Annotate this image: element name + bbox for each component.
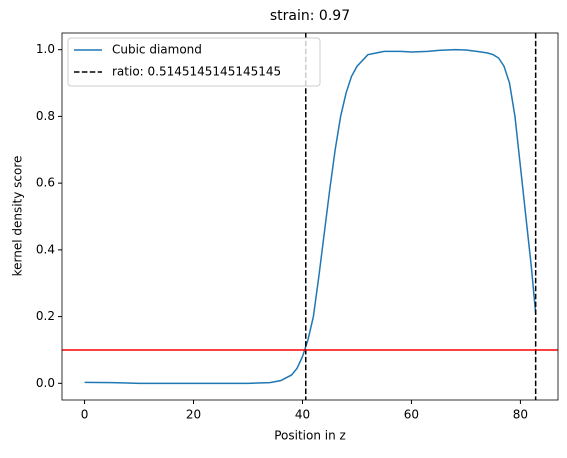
y-tick-label: 0.2 xyxy=(36,309,55,323)
plot-frame xyxy=(61,32,559,401)
x-tick-label: 60 xyxy=(404,408,419,422)
y-tick-label: 0.6 xyxy=(36,176,55,190)
x-tick-label: 20 xyxy=(186,408,201,422)
y-axis-label: kernel density score xyxy=(11,156,25,277)
chart-title: strain: 0.97 xyxy=(270,8,350,24)
y-tick-label: 0.4 xyxy=(36,242,55,256)
y-tick-label: 0.8 xyxy=(36,109,55,123)
y-tick-label: 1.0 xyxy=(36,42,55,56)
legend-label: Cubic diamond xyxy=(112,43,202,57)
data-line xyxy=(84,48,537,385)
x-tick-label: 80 xyxy=(513,408,528,422)
legend-label: ratio: 0.5145145145145145 xyxy=(112,65,281,79)
x-axis-label: Position in z xyxy=(274,429,346,443)
x-tick-label: 0 xyxy=(81,408,89,422)
legend-box xyxy=(67,37,321,87)
x-tick-label: 40 xyxy=(295,408,310,422)
y-tick-label: 0.0 xyxy=(36,376,55,390)
